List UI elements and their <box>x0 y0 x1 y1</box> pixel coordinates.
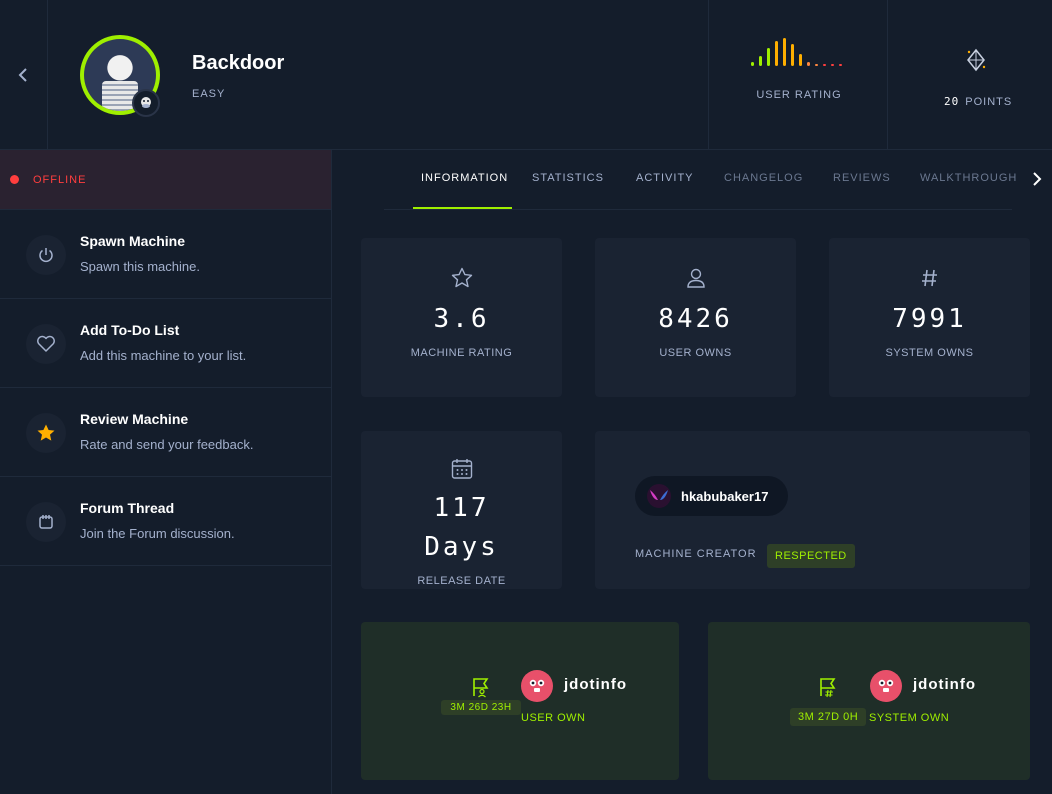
hash-icon <box>921 269 937 287</box>
review-machine-title: Review Machine <box>80 411 189 427</box>
back-button[interactable] <box>0 0 48 150</box>
machine-avatar <box>80 35 160 115</box>
release-date-label: RELEASE DATE <box>417 575 506 587</box>
linux-os-icon <box>132 89 160 117</box>
user-rating: USER RATING <box>708 0 888 150</box>
machine-tabs: INFORMATION STATISTICS ACTIVITY CHANGELO… <box>384 150 1016 210</box>
power-icon <box>26 235 66 275</box>
forum-icon <box>26 502 66 542</box>
user-blood-time: 3M 26D 23H <box>441 700 521 715</box>
system-flag-icon <box>820 678 836 698</box>
tab-reviews[interactable]: REVIEWS <box>833 172 891 184</box>
system-blood-card: 3M 27D 0H jdotinfo SYSTEM OWN <box>708 622 1030 780</box>
system-blood-avatar[interactable] <box>870 670 902 702</box>
creator-profile-link[interactable]: hkabubaker17 <box>635 476 789 516</box>
respected-badge: RESPECTED <box>767 544 855 568</box>
release-date-card: 117 Days RELEASE DATE <box>361 431 562 589</box>
user-rating-label: USER RATING <box>756 89 842 101</box>
calendar-icon <box>451 459 472 479</box>
tab-statistics[interactable]: STATISTICS <box>532 172 604 184</box>
machine-creator-card: hkabubaker17 MACHINE CREATOR RESPECTED <box>595 431 1030 589</box>
review-machine-subtitle: Rate and send your feedback. <box>80 437 254 452</box>
user-owns-label: USER OWNS <box>659 347 732 359</box>
machine-difficulty: EASY <box>192 88 226 100</box>
add-todo-button[interactable]: Add To-Do List Add this machine to your … <box>0 299 331 388</box>
points-label: 20 POINTS <box>944 95 1012 108</box>
user-blood-avatar[interactable] <box>521 670 553 702</box>
tab-activity[interactable]: ACTIVITY <box>636 172 694 184</box>
tab-changelog[interactable]: CHANGELOG <box>724 172 804 184</box>
user-blood-name[interactable]: jdotinfo <box>564 676 627 693</box>
spawn-machine-title: Spawn Machine <box>80 233 186 249</box>
system-owns-card: 7991 SYSTEM OWNS <box>829 238 1030 397</box>
release-days-unit: Days <box>424 532 499 562</box>
points-text: POINTS <box>965 96 1013 108</box>
machine-header: Backdoor EASY USER RATING 20 POINTS <box>0 0 1052 150</box>
machine-rating-card: 3.6 MACHINE RATING <box>361 238 562 397</box>
machine-rating-value: 3.6 <box>433 304 490 334</box>
creator-avatar <box>647 484 671 508</box>
add-todo-title: Add To-Do List <box>80 322 180 338</box>
system-owns-label: SYSTEM OWNS <box>885 347 974 359</box>
machine-creator-label: MACHINE CREATOR <box>635 548 757 560</box>
review-machine-button[interactable]: Review Machine Rate and send your feedba… <box>0 388 331 477</box>
status-dot-icon <box>10 175 19 184</box>
star-outline-icon <box>451 267 472 288</box>
spawn-machine-subtitle: Spawn this machine. <box>80 259 200 274</box>
spawn-machine-button[interactable]: Spawn Machine Spawn this machine. <box>0 210 331 299</box>
machine-status: OFFLINE <box>0 150 331 210</box>
points-gem-icon <box>967 48 986 72</box>
user-owns-value: 8426 <box>658 304 733 334</box>
add-todo-subtitle: Add this machine to your list. <box>80 348 247 363</box>
user-blood-type: USER OWN <box>521 712 586 724</box>
release-days-number: 117 <box>433 493 490 523</box>
system-blood-time: 3M 27D 0H <box>790 708 867 726</box>
tab-walkthroughs[interactable]: WALKTHROUGHS <box>920 172 1016 184</box>
system-blood-type: SYSTEM OWN <box>869 712 950 724</box>
user-icon <box>686 268 705 288</box>
user-blood-card: 3M 26D 23H jdotinfo USER OWN <box>361 622 679 780</box>
sidebar: OFFLINE Spawn Machine Spawn this machine… <box>0 150 332 794</box>
chevron-left-icon <box>18 68 27 82</box>
star-icon <box>26 413 66 453</box>
forum-thread-title: Forum Thread <box>80 500 175 516</box>
tab-information[interactable]: INFORMATION <box>421 172 509 184</box>
status-text: OFFLINE <box>33 174 87 186</box>
points: 20 POINTS <box>888 0 1052 150</box>
user-flag-icon <box>473 678 489 698</box>
user-owns-card: 8426 USER OWNS <box>595 238 796 397</box>
chevron-right-icon[interactable] <box>1030 170 1044 188</box>
system-owns-value: 7991 <box>892 304 967 334</box>
creator-name: hkabubaker17 <box>681 488 769 504</box>
user-rating-bars <box>751 38 842 66</box>
forum-thread-button[interactable]: Forum Thread Join the Forum discussion. <box>0 477 331 566</box>
machine-rating-label: MACHINE RATING <box>410 347 513 359</box>
points-value: 20 <box>944 95 960 108</box>
machine-name: Backdoor <box>192 52 285 74</box>
system-blood-name[interactable]: jdotinfo <box>913 676 976 693</box>
active-tab-indicator <box>413 207 512 209</box>
forum-thread-subtitle: Join the Forum discussion. <box>80 526 235 541</box>
heart-icon <box>26 324 66 364</box>
